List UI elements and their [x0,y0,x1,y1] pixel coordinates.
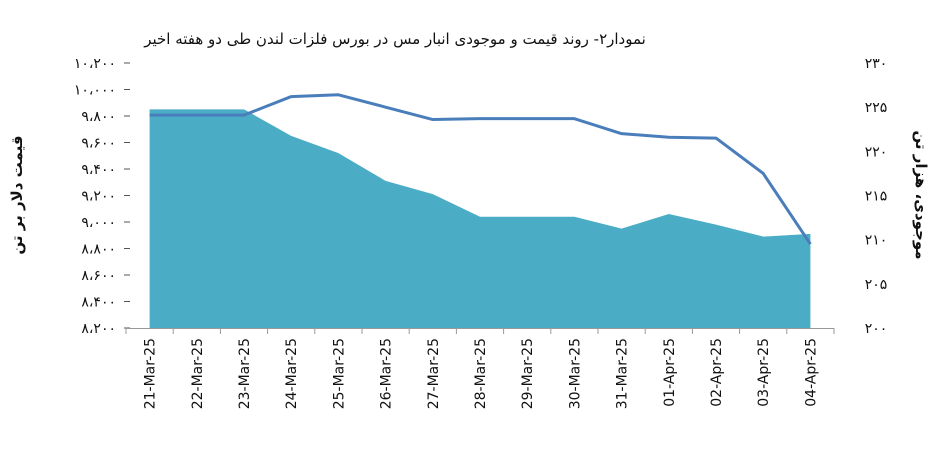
x-tick-label-6: 27-Mar-25 [426,338,442,409]
inventory-point-2 [244,115,245,116]
price-point-10 [621,228,622,229]
right-tick-label-2: ۲۱۰ [865,233,888,249]
left-tick-label-9: ۱۰،۰۰۰ [74,83,116,99]
left-axis-ticks: ۸،۲۰۰ ۸،۴۰۰ ۸،۶۰۰ ۸،۸۰۰ ۹،۰۰۰ ۹،۲۰۰ ۹،۴۰۰ ۹،۶۰۰… [74,56,130,337]
inventory-point-8 [527,118,528,119]
price-point-6 [432,194,433,195]
price-point-13 [763,236,764,237]
price-point-2 [244,109,245,110]
price-point-1 [196,109,197,110]
x-axis-ticks: 21-Mar-25 22-Mar-25 23-Mar-25 24-Mar-25 25-M… [125,328,835,409]
x-tick-label-7: 28-Mar-25 [473,338,489,409]
price-point-3 [291,135,292,136]
right-tick-label-3: ۲۱۵ [865,189,888,205]
inventory-point-10 [621,133,622,134]
right-tick-label-5: ۲۲۵ [865,100,888,116]
x-tick-label-3: 24-Mar-25 [284,338,300,409]
inventory-point-12 [716,138,717,139]
right-axis-ticks: ۲۰۰ ۲۰۵ ۲۱۰ ۲۱۵ ۲۲۰ ۲۲۵ ۲۳۰ [865,56,888,337]
inventory-point-1 [196,115,197,116]
inventory-line-series [149,93,812,245]
x-tick-label-12: 02-Apr-25 [709,338,725,407]
left-tick-label-7: ۹،۶۰۰ [81,136,116,152]
x-tick-label-10: 31-Mar-25 [615,338,631,409]
price-point-14 [810,233,811,234]
left-tick-label-8: ۹،۸۰۰ [81,109,116,125]
inventory-point-13 [763,173,764,174]
x-tick-label-8: 29-Mar-25 [520,338,536,409]
x-tick-label-11: 01-Apr-25 [662,338,678,407]
left-axis-label: قیمت دلار بر تن [8,135,26,254]
left-tick-label-10: ۱۰،۲۰۰ [74,56,116,72]
inventory-point-9 [574,118,575,119]
right-tick-label-1: ۲۰۵ [865,277,888,293]
price-point-11 [668,214,669,215]
left-tick-label-4: ۹،۰۰۰ [81,215,116,231]
chart-title: نمودار۲- روند قیمت و موجودی انبار مس در … [143,30,646,48]
x-tick-label-13: 03-Apr-25 [756,338,772,407]
x-tick-label-4: 25-Mar-25 [331,338,347,409]
price-point-4 [338,153,339,154]
left-tick-label-6: ۹،۴۰۰ [81,162,116,178]
right-axis-label: موجودی، هزار تن [912,130,930,259]
price-point-7 [480,216,481,217]
left-tick-label-2: ۸،۶۰۰ [81,268,116,284]
inventory-point-7 [480,118,481,119]
inventory-point-3 [291,96,292,97]
inventory-point-5 [385,107,386,108]
price-point-8 [527,216,528,217]
x-tick-label-1: 22-Mar-25 [190,338,206,409]
price-point-12 [716,224,717,225]
left-tick-label-3: ۸،۸۰۰ [81,242,116,258]
x-tick-label-2: 23-Mar-25 [237,338,253,409]
left-tick-label-0: ۸،۲۰۰ [81,321,116,337]
x-tick-label-5: 26-Mar-25 [379,338,395,409]
right-tick-label-0: ۲۰۰ [865,321,888,337]
inventory-point-4 [338,94,339,95]
inventory-point-0 [149,115,150,116]
price-point-0 [149,109,150,110]
left-tick-label-5: ۹،۲۰۰ [81,189,116,205]
x-tick-label-14: 04-Apr-25 [803,338,819,407]
inventory-point-6 [432,119,433,120]
price-area-series [149,109,811,328]
inventory-point-14 [810,244,811,245]
inventory-point-11 [668,137,669,138]
price-point-9 [574,216,575,217]
x-tick-label-0: 21-Mar-25 [143,338,159,409]
plot-area [149,93,812,328]
right-tick-label-6: ۲۳۰ [865,56,888,72]
right-tick-label-4: ۲۲۰ [865,144,888,160]
left-tick-label-1: ۸،۴۰۰ [81,295,116,311]
x-tick-label-9: 30-Mar-25 [567,338,583,409]
price-point-5 [385,180,386,181]
